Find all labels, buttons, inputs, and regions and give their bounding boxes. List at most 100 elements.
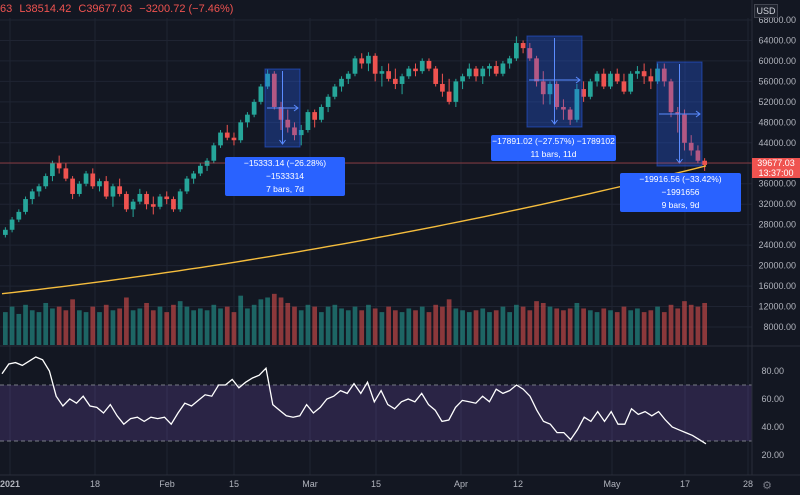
volume-bar <box>144 302 149 345</box>
volume-bar <box>70 299 75 345</box>
candle-body <box>312 112 318 120</box>
measure-arrow-down <box>551 119 558 125</box>
measure-3-line1: −19916.56 (−33.42%) −1991656 <box>639 174 722 197</box>
volume-bar <box>446 299 452 345</box>
candle-body <box>36 186 42 192</box>
candle-body <box>164 196 170 200</box>
candle-body <box>655 68 660 82</box>
measure-1-line2: 7 bars, 7d <box>266 184 304 194</box>
volume-bar <box>675 308 681 345</box>
volume-bar <box>110 310 116 345</box>
volume-bar <box>366 304 371 345</box>
candle-body <box>419 60 425 72</box>
volume-bar <box>520 306 526 345</box>
volume-bar <box>399 312 405 345</box>
candle-body <box>587 81 593 97</box>
time-tick-label: 12 <box>513 479 523 489</box>
candle-body <box>332 86 338 97</box>
volume-bar <box>547 306 553 345</box>
header-change: −3200.72 (−7.46%) <box>139 3 234 15</box>
volume-bar <box>251 304 257 345</box>
rsi-line <box>1 356 707 445</box>
volume-bar <box>473 310 479 345</box>
candle-body <box>137 193 143 202</box>
volume-bar <box>137 308 143 345</box>
candle-body <box>641 71 647 77</box>
candle-body <box>561 106 566 110</box>
price-tick-label: 68000.00 <box>758 15 796 25</box>
price-tick-label: 52000.00 <box>758 97 796 107</box>
candle-body <box>514 43 519 59</box>
gear-icon[interactable]: ⚙ <box>762 480 772 492</box>
last-price-value: 39677.03 <box>757 158 795 168</box>
volume-bar <box>688 304 694 345</box>
volume-bar <box>561 310 566 345</box>
measure-label-3: −19916.56 (−33.42%) −1991656 9 bars, 9d <box>620 173 741 212</box>
volume-bar <box>527 310 533 345</box>
volume-bar <box>608 310 613 345</box>
candle-body <box>245 114 250 123</box>
volume-bar <box>540 302 546 345</box>
candle-body <box>466 68 472 77</box>
volume-bar <box>359 310 365 345</box>
candle-body <box>661 68 667 82</box>
candle-body <box>305 112 311 131</box>
volume-bar <box>218 308 223 345</box>
volume-bar <box>50 308 55 345</box>
header-open: 63 <box>0 3 13 15</box>
ohlc-header: 63 L38514.42 C39677.03 −3200.72 (−7.46%) <box>0 0 237 18</box>
candle-body <box>345 73 351 79</box>
candle-body <box>507 58 513 64</box>
candle-body <box>238 122 244 141</box>
price-candles[interactable] <box>3 36 707 238</box>
candle-body <box>325 96 331 107</box>
volume-bar <box>197 308 203 345</box>
time-tick-label: Feb <box>159 479 175 489</box>
price-tick-label: 44000.00 <box>758 138 796 148</box>
price-tick-label: 8000.00 <box>763 322 796 332</box>
volume-bar <box>56 306 62 345</box>
candle-body <box>265 73 270 87</box>
candle-body <box>150 204 156 207</box>
time-tick-label: 28 <box>743 479 753 489</box>
volume-bar <box>419 306 425 345</box>
volume-bar <box>150 310 156 345</box>
volume-bar <box>352 306 358 345</box>
candle-body <box>144 193 149 205</box>
volume-bar <box>379 312 385 345</box>
candle-body <box>426 60 432 69</box>
candle-body <box>191 173 196 179</box>
volume-bar <box>238 295 244 345</box>
rsi-band-fill <box>0 385 752 441</box>
rsi-tick-label: 80.00 <box>761 366 784 376</box>
currency-label[interactable]: USD <box>754 4 778 18</box>
volume-bar <box>621 306 627 345</box>
time-tick-label: Apr <box>454 479 468 489</box>
volume-bar <box>648 310 654 345</box>
candle-body <box>520 43 526 49</box>
price-tick-label: 12000.00 <box>758 302 796 312</box>
candle-body <box>211 145 217 161</box>
header-close: C39677.03 <box>78 3 133 15</box>
candle-body <box>231 137 237 141</box>
price-tick-label: 16000.00 <box>758 281 796 291</box>
price-tick-label: 32000.00 <box>758 199 796 209</box>
volume-bar <box>487 312 492 345</box>
volume-bar <box>211 304 217 345</box>
header-low: L38514.42 <box>19 3 72 15</box>
volume-bar <box>117 308 123 345</box>
volume-bar <box>641 312 647 345</box>
candle-body <box>258 86 264 102</box>
measure-1-line1: −15333.14 (−26.28%) −1533314 <box>243 158 327 181</box>
candle-body <box>278 106 284 120</box>
volume-bar <box>682 301 687 345</box>
candle-body <box>500 63 506 74</box>
volume-bar <box>97 312 102 345</box>
candle-body <box>480 68 486 77</box>
candle-body <box>97 181 102 187</box>
candle-body <box>540 81 546 95</box>
volume-bar <box>413 310 418 345</box>
volume-bar <box>594 312 600 345</box>
candle-body <box>197 165 203 174</box>
